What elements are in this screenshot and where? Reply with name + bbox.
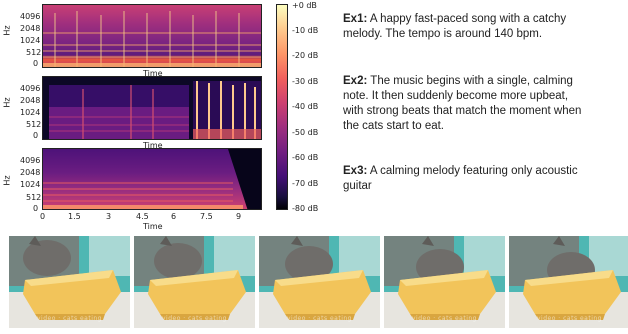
spectrogram-3 <box>42 148 262 210</box>
example-1-tag: Ex1: <box>343 13 368 25</box>
colorbar-tick: -70 dB <box>292 179 319 188</box>
watermark-text: video · cats eating <box>412 315 477 322</box>
xtick: 9 <box>236 212 242 221</box>
example-1-text: A happy fast-paced song with a catchy me… <box>343 13 567 40</box>
ytick: 4096 <box>20 84 41 93</box>
cat-eating-image <box>259 236 380 328</box>
video-frame-2: video · cats eating <box>134 236 255 328</box>
hz-axis-label: Hz <box>2 175 12 186</box>
ytick: 2048 <box>20 168 41 177</box>
example-3-text: A calming melody featuring only acoustic… <box>343 165 578 192</box>
spectrogram-1 <box>42 4 262 68</box>
colorbar-tick: -60 dB <box>292 153 319 162</box>
xtick: 3 <box>106 212 112 221</box>
ytick: 1024 <box>20 36 41 45</box>
colorbar <box>276 4 288 210</box>
cat-eating-image <box>509 236 628 328</box>
ytick: 4096 <box>20 12 41 21</box>
ytick: 512 <box>26 48 42 57</box>
ytick: 2048 <box>20 24 41 33</box>
colorbar-tick: -40 dB <box>292 102 319 111</box>
time-axis-label: Time <box>143 69 163 78</box>
colorbar-tick: -80 dB <box>292 204 319 213</box>
colorbar-tick: -20 dB <box>292 51 319 60</box>
ytick: 512 <box>26 193 42 202</box>
xtick: 4.5 <box>136 212 149 221</box>
ytick: 2048 <box>20 96 41 105</box>
example-1-description: Ex1: A happy fast-paced song with a catc… <box>343 12 583 42</box>
hz-axis-label: Hz <box>2 25 12 36</box>
video-frame-4: video · cats eating <box>384 236 505 328</box>
ytick: 4096 <box>20 156 41 165</box>
cat-eating-image <box>9 236 130 328</box>
video-frame-5: video · cats eating <box>509 236 628 328</box>
time-axis-label: Time <box>143 222 163 231</box>
watermark-text: video · cats eating <box>537 315 602 322</box>
cat-eating-image <box>384 236 505 328</box>
ytick: 0 <box>33 204 39 213</box>
example-2-tag: Ex2: <box>343 75 368 87</box>
colorbar-tick: -10 dB <box>292 26 319 35</box>
example-2-text: The music begins with a single, calming … <box>343 75 582 132</box>
ytick: 1024 <box>20 108 41 117</box>
cat-eating-image <box>134 236 255 328</box>
example-3-description: Ex3: A calming melody featuring only aco… <box>343 164 583 194</box>
video-frame-3: video · cats eating <box>259 236 380 328</box>
ytick: 512 <box>26 120 42 129</box>
colorbar-tick: +0 dB <box>292 1 317 10</box>
video-frame-1: video · cats eating <box>9 236 130 328</box>
ytick: 0 <box>33 131 39 140</box>
ytick: 0 <box>33 59 39 68</box>
xtick: 1.5 <box>68 212 81 221</box>
colorbar-tick: -50 dB <box>292 128 319 137</box>
xtick: 6 <box>171 212 177 221</box>
watermark-text: video · cats eating <box>287 315 352 322</box>
xtick: 7.5 <box>200 212 213 221</box>
spectrogram-2 <box>42 76 262 140</box>
hz-axis-label: Hz <box>2 97 12 108</box>
example-3-tag: Ex3: <box>343 165 368 177</box>
watermark-text: video · cats eating <box>162 315 227 322</box>
example-2-description: Ex2: The music begins with a single, cal… <box>343 74 583 134</box>
watermark-text: video · cats eating <box>37 315 102 322</box>
time-axis-label: Time <box>143 141 163 150</box>
xtick: 0 <box>40 212 46 221</box>
ytick: 1024 <box>20 180 41 189</box>
colorbar-tick: -30 dB <box>292 77 319 86</box>
